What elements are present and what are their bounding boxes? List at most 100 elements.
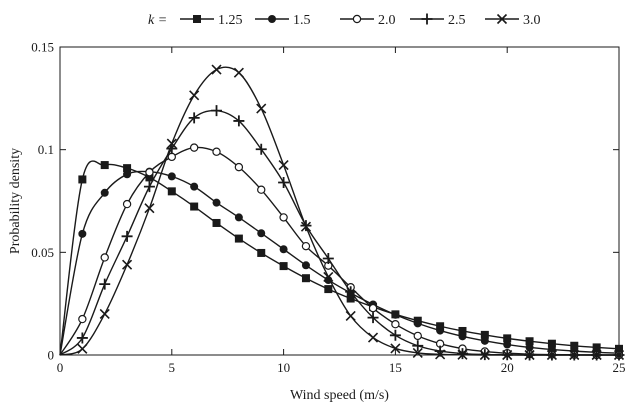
data-point bbox=[212, 198, 221, 207]
data-point bbox=[166, 138, 177, 149]
data-point bbox=[122, 199, 132, 209]
data-point bbox=[256, 103, 267, 114]
data-point bbox=[255, 143, 267, 155]
data-point bbox=[257, 248, 266, 257]
data-point bbox=[144, 203, 155, 214]
x-axis-label: Wind speed (m/s) bbox=[290, 388, 389, 403]
data-point bbox=[525, 337, 534, 346]
legend-marker bbox=[268, 15, 276, 23]
legend-marker bbox=[421, 13, 433, 25]
data-point bbox=[412, 347, 423, 359]
plot-frame bbox=[59, 46, 620, 356]
data-point bbox=[413, 319, 422, 328]
data-point bbox=[167, 152, 176, 162]
data-point bbox=[100, 188, 109, 197]
data-point bbox=[100, 253, 109, 262]
data-point bbox=[436, 322, 445, 331]
data-point bbox=[121, 230, 133, 242]
data-point bbox=[322, 252, 334, 264]
y-axis-label: Probability density bbox=[8, 148, 23, 254]
data-point bbox=[345, 310, 356, 322]
data-point bbox=[300, 221, 312, 232]
legend-marker bbox=[193, 15, 201, 23]
data-point bbox=[189, 90, 200, 101]
data-point bbox=[189, 143, 199, 152]
series-2.0 bbox=[59, 143, 624, 360]
data-point bbox=[211, 64, 222, 75]
data-point bbox=[188, 112, 200, 124]
data-point bbox=[190, 182, 199, 191]
data-point bbox=[257, 185, 266, 194]
data-point bbox=[389, 329, 401, 341]
x-tick-label: 10 bbox=[277, 360, 290, 375]
series-3.0 bbox=[59, 64, 625, 361]
data-point bbox=[123, 164, 132, 173]
data-point bbox=[212, 147, 221, 156]
legend-item-1.5: 1.5 bbox=[255, 13, 311, 28]
series-line-3.0 bbox=[59, 66, 619, 356]
data-point bbox=[456, 348, 468, 360]
legend-label: 2.5 bbox=[448, 13, 466, 28]
series-2.5 bbox=[59, 105, 625, 361]
legend-label: 3.0 bbox=[523, 13, 541, 28]
data-point bbox=[570, 341, 579, 350]
x-tick-label: 15 bbox=[389, 360, 402, 375]
data-point bbox=[368, 303, 378, 313]
data-point bbox=[480, 336, 489, 345]
data-point bbox=[391, 310, 400, 319]
data-point bbox=[413, 331, 422, 341]
legend-item-1.25: 1.25 bbox=[180, 13, 243, 28]
data-point bbox=[278, 177, 290, 189]
data-point bbox=[77, 343, 88, 354]
data-point bbox=[233, 67, 244, 78]
legend-marker bbox=[352, 14, 362, 24]
data-point bbox=[346, 294, 355, 303]
data-point bbox=[412, 340, 424, 352]
data-point bbox=[279, 262, 288, 271]
legend-item-3.0: 3.0 bbox=[485, 13, 541, 28]
legend-prefix: k = bbox=[148, 13, 167, 28]
y-tick-label: 0.15 bbox=[31, 40, 54, 55]
data-point bbox=[435, 349, 446, 360]
data-point bbox=[458, 332, 467, 341]
data-point bbox=[278, 160, 289, 171]
data-point bbox=[592, 343, 601, 352]
data-point bbox=[167, 187, 176, 196]
data-point bbox=[391, 320, 400, 329]
data-point bbox=[301, 241, 311, 251]
y-tick-label: 0 bbox=[48, 348, 55, 363]
data-point bbox=[76, 332, 88, 344]
data-point bbox=[78, 175, 87, 184]
data-point bbox=[503, 340, 512, 349]
data-point bbox=[503, 334, 512, 343]
plot-area bbox=[59, 64, 625, 361]
series-line-2.0 bbox=[59, 146, 620, 356]
data-point bbox=[480, 330, 489, 339]
legend-label: 2.0 bbox=[378, 13, 396, 28]
legend: k = 1.25 1.5 2.0 2.5 3.0 bbox=[148, 13, 541, 28]
data-point bbox=[301, 261, 310, 270]
x-tick-label: 5 bbox=[169, 360, 176, 375]
y-tick-label: 0.05 bbox=[31, 245, 54, 260]
data-point bbox=[279, 213, 288, 222]
data-point bbox=[233, 115, 245, 127]
data-point bbox=[190, 202, 199, 211]
data-point bbox=[78, 229, 87, 238]
legend-item-2.5: 2.5 bbox=[410, 13, 466, 28]
data-point bbox=[345, 286, 357, 298]
data-point bbox=[234, 234, 243, 243]
data-point bbox=[257, 229, 266, 238]
data-point bbox=[99, 308, 110, 319]
data-point bbox=[78, 314, 87, 324]
data-point bbox=[99, 278, 111, 290]
data-point bbox=[145, 168, 154, 177]
data-point bbox=[323, 271, 334, 283]
data-point bbox=[436, 326, 445, 335]
data-point bbox=[234, 213, 243, 222]
data-point bbox=[279, 245, 288, 254]
data-point bbox=[458, 326, 467, 335]
data-point bbox=[234, 162, 244, 172]
data-point bbox=[143, 181, 155, 193]
series-line-1.25 bbox=[59, 160, 620, 356]
